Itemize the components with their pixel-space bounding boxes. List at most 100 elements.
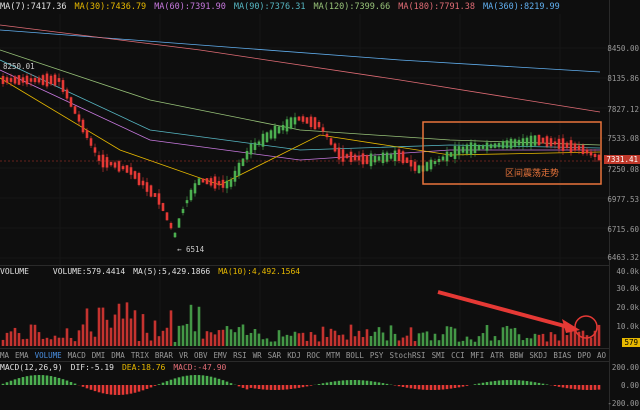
candle-body [441, 156, 445, 161]
chart-canvas[interactable] [0, 0, 612, 410]
macd-bar [53, 376, 57, 385]
ma-line [0, 49, 601, 146]
macd-bar [297, 385, 301, 388]
volume-bar [61, 337, 65, 346]
tab-vr[interactable]: VR [178, 350, 188, 360]
macd-bar [277, 385, 281, 390]
tab-bbw[interactable]: BBW [509, 350, 524, 360]
candle-body [153, 193, 157, 197]
tab-dpo[interactable]: DPO [577, 350, 591, 360]
tab-roc[interactable]: ROC [306, 350, 321, 360]
macd-bar [25, 376, 29, 385]
tab-ema[interactable]: EMA [15, 350, 29, 360]
macd-bar [149, 385, 153, 388]
volume-bar [269, 341, 273, 346]
tab-cci[interactable]: CCI [451, 350, 465, 360]
macd-bar [341, 380, 345, 385]
candle-body [73, 106, 77, 114]
volume-bar [377, 327, 381, 346]
tab-ma[interactable]: MA [0, 350, 10, 360]
candle-body [369, 153, 373, 167]
macd-bar [229, 383, 233, 385]
tab-obv[interactable]: OBV [193, 350, 208, 360]
candle-body [17, 75, 21, 85]
macd-bar [441, 385, 445, 390]
tab-wr[interactable]: WR [252, 350, 262, 360]
tab-bias[interactable]: BIAS [553, 350, 572, 360]
candle-body [285, 119, 289, 132]
candle-body [181, 208, 185, 214]
candle-body [517, 139, 521, 146]
candle-body [501, 141, 505, 149]
volume-bar [113, 314, 117, 346]
volume-indicator-divider [0, 348, 612, 349]
candle-body [97, 155, 101, 161]
candle-body [197, 178, 201, 185]
macd-bar [281, 385, 285, 390]
candle-body [461, 146, 465, 153]
volume-bar [73, 341, 77, 346]
macd-bar [397, 385, 401, 387]
tab-macd[interactable]: MACD [67, 350, 86, 360]
macd-bar [405, 385, 409, 388]
volume-bar [513, 327, 517, 346]
candle-body [93, 147, 97, 153]
macd-bar [533, 382, 537, 385]
tab-rsi[interactable]: RSI [233, 350, 247, 360]
volume-bar [497, 340, 501, 346]
volume-bars [1, 302, 601, 346]
macd-bar [429, 385, 433, 390]
volume-bar [545, 341, 549, 346]
macd-bar [301, 385, 305, 388]
volume-bar [501, 327, 505, 346]
tab-skdj[interactable]: SKDJ [529, 350, 548, 360]
macd-bar [273, 385, 277, 390]
volume-bar [557, 340, 561, 346]
tab-atr[interactable]: ATR [490, 350, 504, 360]
candle-body [69, 97, 73, 107]
macd-bar [513, 380, 517, 385]
candle-body [9, 78, 13, 82]
candle-body [413, 161, 417, 171]
tab-dma[interactable]: DMA [111, 350, 125, 360]
tab-stochrsi[interactable]: StochRSI [389, 350, 426, 360]
volume-bar [253, 329, 257, 346]
volume-bar [417, 333, 421, 346]
tab-ao[interactable]: AO [596, 350, 607, 360]
macd-bar [129, 385, 133, 394]
tab-psy[interactable]: PSY [369, 350, 384, 360]
tab-mtm[interactable]: MTM [326, 350, 340, 360]
volume-bar [593, 330, 597, 346]
macd-bar [9, 380, 13, 385]
candle-body [245, 150, 249, 160]
tab-emv[interactable]: EMV [213, 350, 228, 360]
macd-bar [133, 385, 137, 393]
volume-bar [245, 334, 249, 346]
tab-dmi[interactable]: DMI [91, 350, 106, 360]
candle-body [429, 159, 433, 170]
tab-trix[interactable]: TRIX [130, 350, 149, 360]
tab-sar[interactable]: SAR [267, 350, 282, 360]
macd-bar [573, 385, 577, 390]
tab-mfi[interactable]: MFI [470, 350, 485, 360]
volume-bar [369, 335, 373, 346]
tab-kdj[interactable]: KDJ [287, 350, 301, 360]
tab-brar[interactable]: BRAR [154, 350, 173, 360]
candle-body [377, 156, 381, 161]
volume-axis-tick: 20.0k [616, 303, 639, 312]
macd-bar [433, 385, 437, 390]
candle-body [553, 141, 557, 145]
macd-bar [85, 385, 89, 389]
volume-bar [313, 334, 317, 346]
macd-bar [293, 385, 297, 389]
tab-volume[interactable]: VOLUME [34, 350, 62, 360]
volume-bar [525, 337, 529, 346]
macd-bar [257, 385, 261, 390]
volume-bar [209, 332, 213, 346]
volume-bar [425, 331, 429, 346]
tab-smi[interactable]: SMI [431, 350, 446, 360]
volume-bar [329, 328, 333, 346]
tab-boll[interactable]: BOLL [345, 350, 364, 360]
volume-bar [137, 341, 141, 346]
volume-bar [549, 332, 553, 346]
